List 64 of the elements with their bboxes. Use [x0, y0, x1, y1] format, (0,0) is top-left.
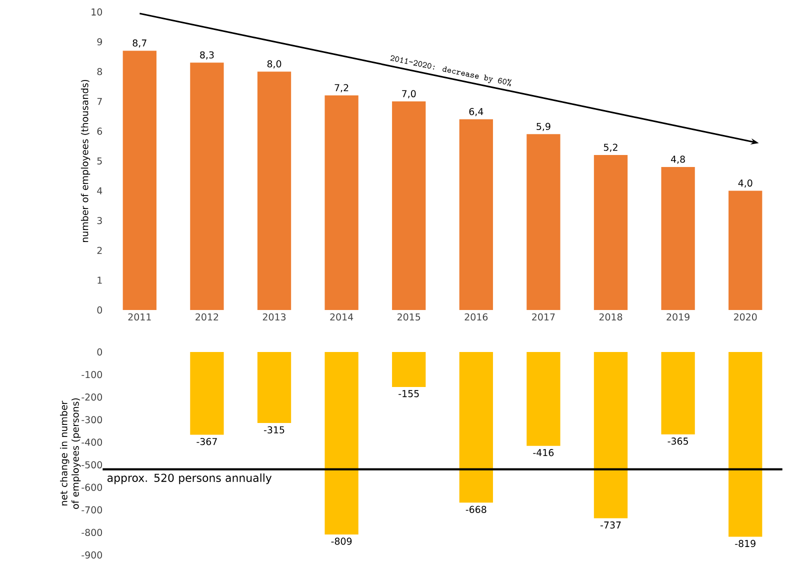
y-tick-label: -600 [82, 484, 102, 491]
y-tick-label: 3 [97, 217, 102, 224]
data-label: 4,0 [738, 179, 752, 188]
bar [594, 155, 628, 310]
bar [728, 190, 762, 310]
data-label: 8,3 [200, 51, 214, 60]
x-tick-label: 2019 [666, 313, 690, 321]
y-tick-label: 0 [97, 306, 102, 314]
y-tick-label: -300 [82, 416, 102, 424]
bar [190, 62, 224, 310]
bar [392, 101, 426, 310]
x-tick-label: 2017 [532, 313, 555, 321]
data-label: -737 [600, 521, 621, 529]
y-tick-label: 8 [97, 68, 102, 76]
x-tick-label: 2018 [599, 313, 622, 321]
data-label: -819 [735, 540, 756, 548]
data-label: -365 [668, 438, 688, 445]
data-label: -416 [533, 449, 554, 456]
bar [122, 50, 156, 310]
bar [526, 134, 560, 310]
data-label: 6,4 [469, 108, 484, 116]
y-tick-label: -400 [82, 438, 102, 446]
y-tick-label: -700 [82, 506, 102, 514]
data-label: 4,8 [671, 156, 685, 164]
data-label: -809 [331, 538, 352, 545]
bar [661, 166, 695, 310]
y-tick-label: 5 [97, 157, 102, 165]
y-tick-label: 4 [97, 187, 102, 194]
y-tick-label: 9 [97, 38, 102, 46]
y-tick-label: 0 [97, 348, 102, 356]
x-tick-label: 2011 [128, 313, 151, 321]
bar [257, 72, 292, 310]
x-tick-label: 2015 [398, 313, 420, 321]
y-axis-title: number of employees (thousands) [80, 80, 90, 242]
y-tick-label: 6 [97, 128, 102, 135]
y-axis-title: net change in number of employees (persons) [60, 398, 81, 509]
y-tick-label: 2 [97, 246, 102, 254]
data-label: 7,2 [334, 84, 348, 92]
x-tick-label: 2013 [262, 313, 286, 321]
data-label: -315 [264, 426, 284, 434]
data-label: 7,0 [402, 90, 416, 98]
x-tick-label: 2020 [734, 313, 757, 321]
data-label: 5,9 [536, 122, 550, 131]
data-label: 5,2 [604, 144, 618, 152]
y-tick-label: -100 [82, 370, 102, 378]
y-tick-label: 1 [98, 276, 102, 284]
y-tick-label: 10 [92, 8, 102, 16]
x-tick-label: 2012 [196, 313, 218, 321]
y-tick-label: -500 [82, 461, 102, 468]
data-label: -668 [466, 506, 486, 514]
y-tick-label: -800 [82, 528, 102, 536]
data-label: -367 [196, 438, 217, 446]
y-tick-label: 7 [97, 98, 102, 105]
data-label: 8,7 [132, 39, 146, 48]
x-tick-label: 2014 [330, 313, 354, 321]
y-tick-label: -900 [82, 551, 102, 559]
annotation: 2011-2020: decrease by 60% [390, 55, 512, 86]
data-label: -155 [398, 390, 419, 398]
bar [459, 119, 493, 310]
bar [324, 95, 358, 310]
x-tick-label: 2016 [464, 313, 488, 321]
ref-line-label: approx. 520 persons annually [107, 473, 272, 484]
y-tick-label: -200 [82, 394, 102, 401]
data-label: 8,0 [267, 60, 282, 68]
